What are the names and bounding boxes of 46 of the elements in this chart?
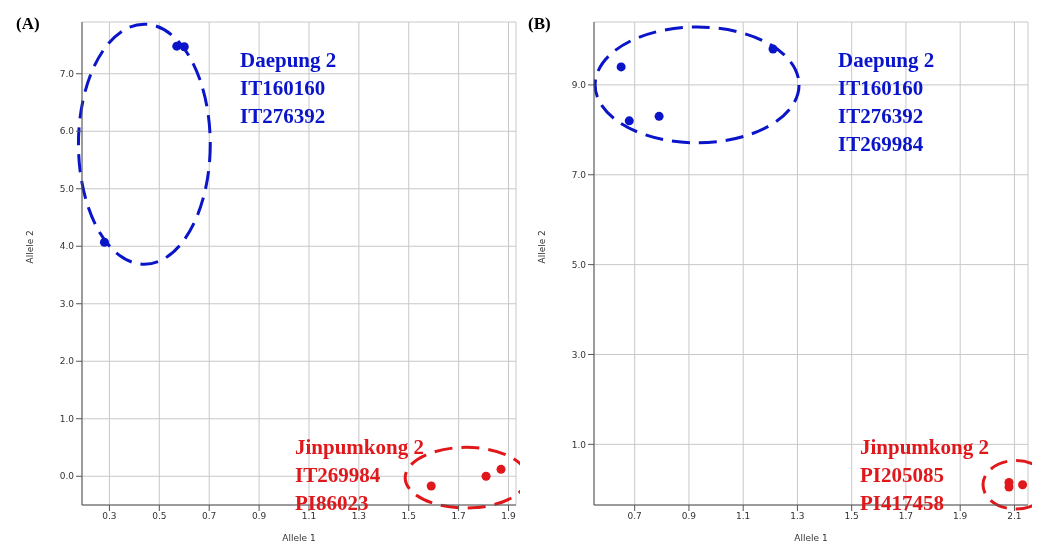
- x-tick-label: 1.3: [351, 511, 367, 522]
- y-axis-title: Allele 2: [25, 230, 36, 264]
- point: [654, 111, 664, 121]
- point: [1018, 480, 1028, 490]
- point: [624, 116, 634, 126]
- x-axis-title: Allele 1: [282, 533, 316, 543]
- annotation: Daepung 2 IT160160 IT276392: [240, 47, 337, 130]
- x-tick-label: 1.1: [736, 511, 751, 522]
- y-tick-label: 1.0: [571, 439, 587, 450]
- point: [768, 44, 778, 54]
- chart-title: (B): [528, 14, 551, 34]
- x-tick-label: 0.9: [681, 511, 697, 522]
- point: [496, 464, 506, 474]
- x-tick-label: 0.7: [202, 511, 217, 522]
- x-tick-label: 1.5: [401, 511, 416, 522]
- y-tick-label: 4.0: [59, 241, 75, 252]
- point: [99, 237, 109, 247]
- y-tick-label: 7.0: [571, 169, 587, 180]
- y-tick-label: 3.0: [59, 298, 75, 309]
- y-tick-label: 6.0: [59, 126, 75, 137]
- y-tick-label: 1.0: [59, 413, 75, 424]
- y-tick-label: 9.0: [571, 80, 587, 91]
- x-tick-label: 0.5: [152, 511, 167, 522]
- x-tick-label: 1.9: [953, 511, 968, 522]
- y-tick-label: 5.0: [59, 183, 75, 194]
- x-tick-label: 1.3: [790, 511, 805, 522]
- y-tick-label: 0.0: [59, 471, 75, 482]
- x-axis-title: Allele 1: [794, 533, 828, 543]
- x-tick-label: 0.9: [251, 511, 267, 522]
- chart-title: (A): [16, 14, 40, 34]
- y-tick-label: 7.0: [59, 68, 75, 79]
- annotation: Daepung 2 IT160160 IT276392 IT269984: [838, 47, 935, 158]
- x-tick-label: 1.5: [844, 511, 859, 522]
- y-tick-label: 2.0: [59, 356, 75, 367]
- y-axis-title: Allele 2: [537, 230, 548, 264]
- point: [481, 471, 491, 481]
- y-tick-label: 5.0: [571, 259, 587, 270]
- x-tick-label: 2.1: [1007, 511, 1022, 522]
- point: [616, 62, 626, 72]
- point: [426, 481, 436, 491]
- point: [179, 42, 189, 52]
- x-tick-label: 0.3: [102, 511, 117, 522]
- x-tick-label: 1.9: [501, 511, 516, 522]
- x-tick-label: 0.7: [627, 511, 642, 522]
- x-tick-label: 1.7: [451, 511, 466, 522]
- y-tick-label: 3.0: [571, 349, 587, 360]
